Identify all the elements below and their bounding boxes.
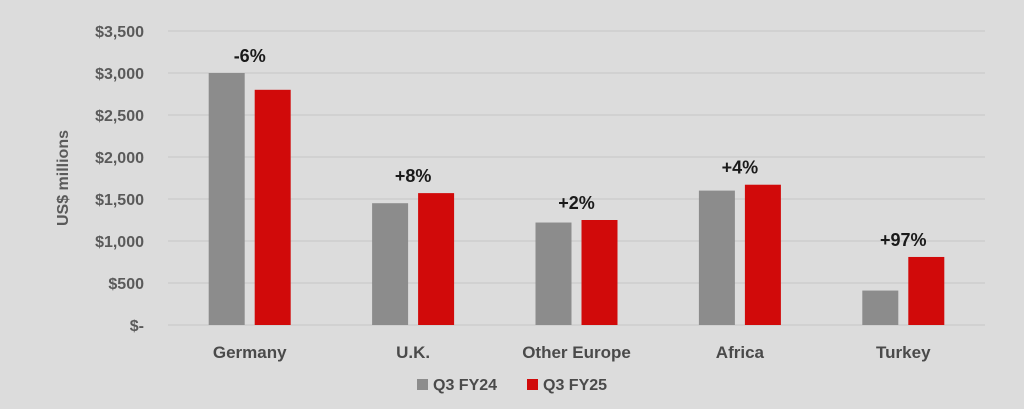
y-tick-label: $3,000	[95, 66, 144, 83]
change-label: +2%	[558, 193, 595, 213]
y-axis-label: US$ millions	[55, 130, 72, 226]
bar-q3-fy24	[208, 73, 245, 325]
bar-q3-fy25	[908, 256, 945, 325]
y-tick-label: $2,000	[95, 150, 144, 167]
x-category-label: Germany	[213, 343, 287, 362]
bar-q3-fy24	[698, 190, 735, 325]
legend-label: Q3 FY24	[433, 377, 497, 394]
bar-q3-fy25	[418, 193, 455, 325]
bar-q3-fy24	[862, 290, 899, 325]
bar-q3-fy24	[372, 203, 409, 325]
change-label: +97%	[880, 230, 927, 250]
y-tick-label: $500	[108, 276, 144, 293]
x-category-label: Other Europe	[522, 343, 631, 362]
legend-swatch	[417, 379, 428, 390]
change-label: -6%	[234, 46, 266, 66]
bar-q3-fy25	[581, 220, 618, 325]
bar-q3-fy25	[744, 184, 781, 325]
y-tick-label: $-	[130, 318, 144, 335]
y-tick-label: $2,500	[95, 108, 144, 125]
legend: Q3 FY24 Q3 FY25	[417, 377, 607, 394]
y-tick-label: $1,000	[95, 234, 144, 251]
x-category-label: U.K.	[396, 343, 430, 362]
x-axis-categories: Germany U.K. Other Europe Africa Turkey	[213, 343, 931, 362]
y-axis-ticks: $- $500 $1,000 $1,500 $2,000 $2,500 $3,000 $3,5…	[95, 24, 144, 335]
change-annotations: -6% +8% +2% +4% +97%	[234, 46, 927, 250]
y-tick-label: $1,500	[95, 192, 144, 209]
y-tick-label: $3,500	[95, 24, 144, 41]
bar-q3-fy25	[254, 89, 291, 325]
gridlines	[168, 30, 985, 326]
legend-label: Q3 FY25	[543, 377, 607, 394]
legend-swatch	[527, 379, 538, 390]
x-category-label: Turkey	[876, 343, 931, 362]
x-category-label: Africa	[716, 343, 765, 362]
change-label: +4%	[722, 158, 759, 178]
bar-q3-fy24	[535, 222, 572, 325]
change-label: +8%	[395, 166, 432, 186]
bars	[208, 73, 945, 325]
